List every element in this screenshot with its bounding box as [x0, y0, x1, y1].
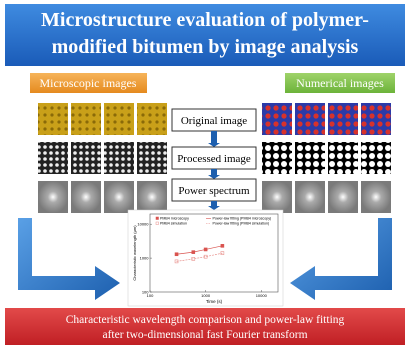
x-tick-label: 1000 [201, 293, 211, 298]
thumbnail [361, 103, 391, 135]
right-label: Numerical images [296, 76, 384, 90]
y-axis-label: Characteristic wavelength (μm) [132, 225, 137, 281]
step-label: Power spectrum [178, 185, 250, 197]
step-label: Original image [181, 115, 247, 127]
data-point [204, 248, 207, 251]
title-line: modified bitumen by image analysis [52, 36, 359, 58]
step-arrow [208, 201, 220, 210]
y-tick-label: 10000 [137, 222, 149, 227]
title-line: Microstructure evaluation of polymer- [41, 9, 369, 31]
thumbnail [361, 181, 391, 213]
data-point [221, 244, 224, 247]
thumbnail [262, 181, 292, 213]
thumbnail [137, 181, 167, 213]
thumbnail [262, 142, 292, 174]
legend-swatch [156, 217, 159, 220]
thumbnail [361, 142, 391, 174]
arrow [18, 218, 120, 300]
left-label: Microscopic images [40, 76, 137, 90]
footer-line: after two-dimensional fast Fourier trans… [102, 329, 307, 341]
thumbnail [137, 103, 167, 135]
thumbnail [71, 181, 101, 213]
x-axis-label: Time (s) [206, 299, 223, 304]
step-arrow [208, 131, 220, 147]
arrow [290, 218, 392, 300]
thumbnail [71, 103, 101, 135]
step-label: Processed image [177, 153, 251, 165]
thumbnail [295, 142, 325, 174]
data-point [192, 251, 195, 254]
graphical-abstract: Microstructure evaluation of polymer- mo… [0, 0, 410, 345]
y-tick-label: 100 [142, 289, 149, 294]
thumbnail [262, 103, 292, 135]
thumbnail [104, 181, 134, 213]
thumbnail [38, 181, 68, 213]
legend-label: Power-law fitting (PMB4 microscopy) [213, 217, 272, 221]
thumbnail [137, 142, 167, 174]
thumbnail [38, 142, 68, 174]
legend-label: PMB4 microscopy [160, 217, 189, 221]
thumbnail [295, 181, 325, 213]
legend-label: PMB4 simulation [160, 222, 187, 226]
footer-line: Characteristic wavelength comparison and… [66, 314, 345, 326]
thumbnail [328, 142, 358, 174]
thumbnail [71, 142, 101, 174]
y-tick-label: 1000 [140, 256, 150, 261]
thumbnail [38, 103, 68, 135]
legend-label: Power-law fitting (PMB4 simulation) [213, 222, 270, 226]
thumbnail [295, 103, 325, 135]
thumbnail [104, 103, 134, 135]
thumbnail [104, 142, 134, 174]
thumbnail [328, 103, 358, 135]
page: Microstructure evaluation of polymer- mo… [0, 0, 410, 345]
x-tick-label: 10000 [256, 293, 268, 298]
step-arrow [208, 169, 220, 179]
thumbnail [328, 181, 358, 213]
data-point [175, 253, 178, 256]
